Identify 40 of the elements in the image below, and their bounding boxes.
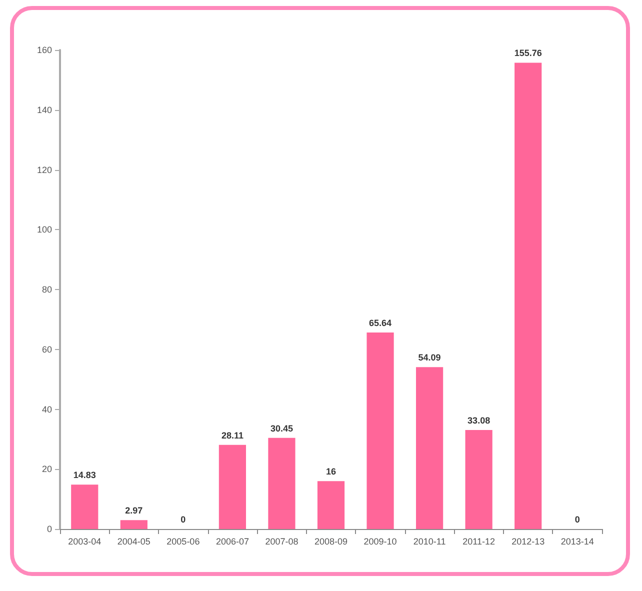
data-label: 65.64 bbox=[369, 318, 392, 328]
y-tick-label: 80 bbox=[42, 284, 52, 294]
data-label: 30.45 bbox=[270, 423, 293, 434]
x-tick-label: 2011-12 bbox=[462, 536, 496, 546]
x-tick-label: 2005-06 bbox=[166, 536, 200, 546]
bar bbox=[317, 481, 345, 529]
data-label: 33.08 bbox=[468, 415, 490, 426]
data-label: 28.11 bbox=[221, 430, 244, 440]
x-tick-label: 2009-10 bbox=[364, 536, 397, 546]
x-tick-label: 2007-08 bbox=[265, 536, 298, 546]
x-tick-label: 2013-14 bbox=[560, 536, 594, 546]
bar bbox=[366, 332, 394, 529]
x-tick-label: 2010-11 bbox=[413, 536, 446, 546]
data-label: 16 bbox=[326, 466, 336, 477]
bar bbox=[71, 484, 98, 529]
y-tick-label: 100 bbox=[36, 224, 52, 235]
y-tick-label: 160 bbox=[36, 45, 52, 55]
data-label: 2.97 bbox=[125, 506, 143, 516]
data-label: 54.09 bbox=[418, 352, 441, 363]
x-tick-label: 2012-13 bbox=[512, 536, 545, 546]
bar bbox=[120, 520, 148, 529]
x-tick-label: 2003-04 bbox=[68, 536, 102, 546]
bar bbox=[514, 62, 542, 529]
y-tick-label: 0 bbox=[46, 524, 52, 534]
data-label: 155.76 bbox=[514, 48, 542, 58]
bar bbox=[268, 438, 296, 529]
x-tick-label: 2008-09 bbox=[314, 536, 348, 546]
data-label: 0 bbox=[574, 514, 580, 524]
y-tick-label: 140 bbox=[36, 104, 52, 115]
bar bbox=[218, 444, 246, 529]
y-tick-label: 60 bbox=[42, 344, 52, 354]
data-label: 14.83 bbox=[73, 470, 96, 480]
bar bbox=[465, 430, 492, 529]
y-tick-label: 40 bbox=[42, 404, 52, 414]
y-tick-label: 20 bbox=[42, 464, 52, 474]
x-tick-label: 2004-05 bbox=[117, 536, 150, 546]
x-tick-label: 2006-07 bbox=[216, 536, 249, 546]
bar bbox=[416, 367, 444, 529]
y-tick-label: 120 bbox=[36, 164, 52, 175]
data-label: 0 bbox=[180, 514, 186, 524]
